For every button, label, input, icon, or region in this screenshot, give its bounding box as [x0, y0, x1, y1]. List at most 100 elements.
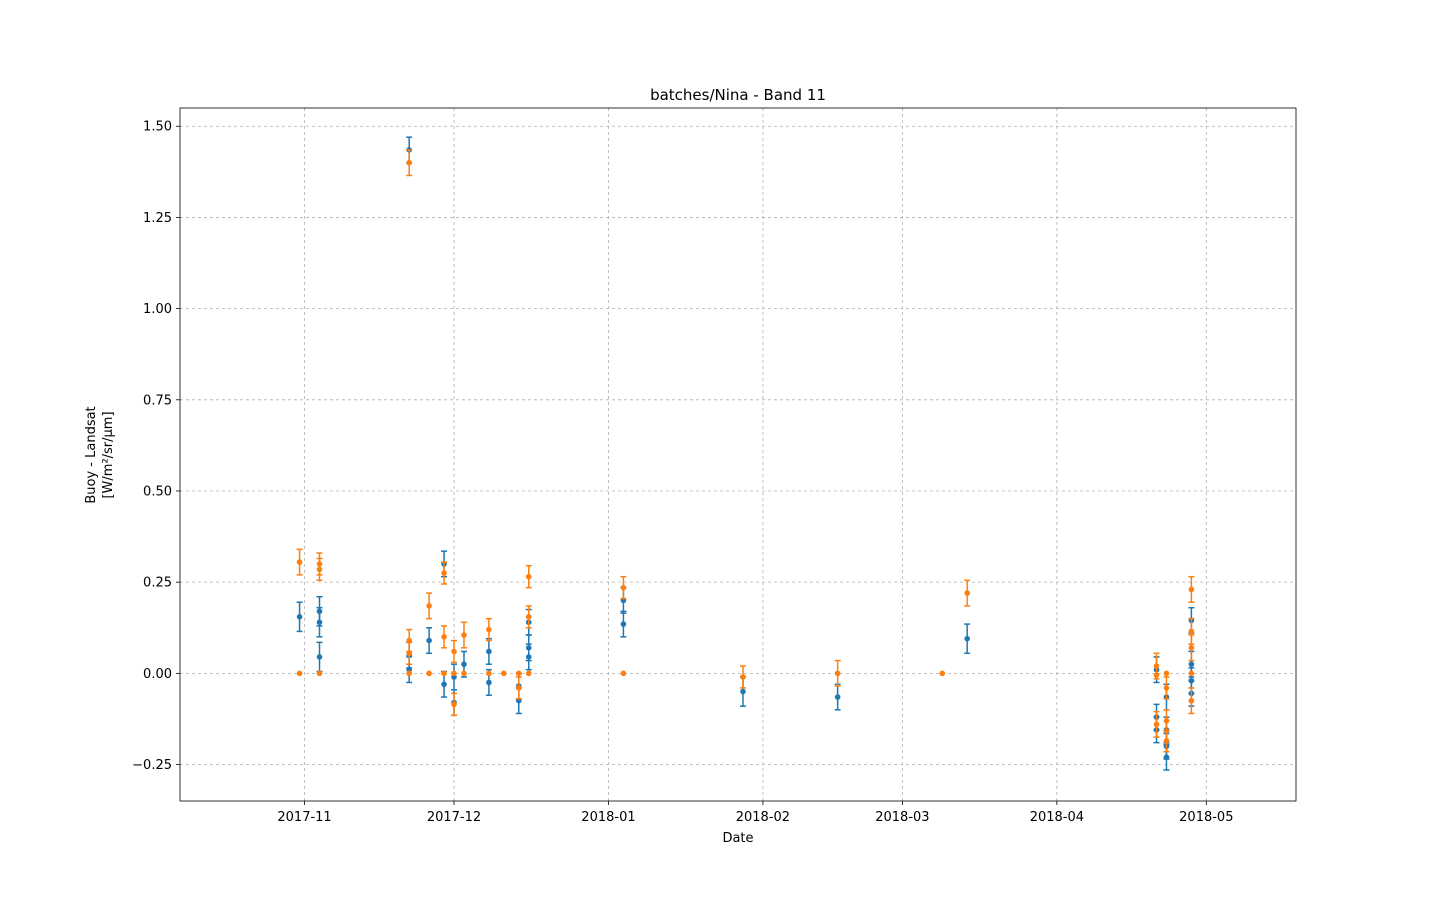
data-marker — [1188, 697, 1195, 704]
data-marker — [525, 614, 532, 620]
x-axis-label: Date — [722, 831, 753, 846]
data-point — [515, 670, 522, 677]
data-point — [461, 670, 467, 677]
y-axis-label: Buoy - Landsat [W/m²/sr/μm] — [84, 406, 116, 503]
data-point — [451, 670, 457, 677]
data-point — [525, 605, 532, 629]
data-marker — [461, 670, 467, 677]
data-marker — [1188, 661, 1195, 668]
data-point — [296, 601, 303, 633]
data-marker — [525, 670, 532, 677]
data-marker — [1153, 672, 1160, 678]
data-point — [296, 548, 303, 576]
x-tick-label: 2018-01 — [581, 810, 635, 825]
y-tick-label: 1.25 — [143, 211, 172, 226]
data-point — [939, 670, 946, 677]
x-tick-label: 2017-11 — [277, 810, 331, 825]
data-marker — [1163, 738, 1170, 744]
data-marker — [316, 566, 323, 573]
data-marker — [620, 621, 627, 627]
data-point — [1163, 676, 1170, 700]
data-series — [296, 136, 1195, 771]
data-point — [525, 670, 532, 677]
data-point — [451, 663, 458, 691]
data-marker — [316, 670, 323, 677]
data-point — [620, 670, 627, 677]
y-tick-label: 1.00 — [143, 302, 172, 317]
data-point — [451, 639, 458, 664]
y-tick-label: 0.00 — [143, 667, 172, 682]
data-marker — [1153, 663, 1160, 669]
data-point — [1163, 670, 1170, 677]
data-marker — [426, 670, 432, 677]
data-point — [1188, 687, 1195, 715]
data-marker — [441, 670, 447, 677]
data-marker — [461, 632, 467, 638]
data-point — [316, 557, 323, 582]
data-marker — [525, 654, 532, 660]
data-point — [1188, 575, 1195, 603]
data-marker — [406, 670, 412, 677]
data-point — [620, 575, 627, 600]
data-point — [515, 676, 522, 700]
data-marker — [740, 688, 746, 695]
data-marker — [964, 635, 970, 642]
x-tick-label: 2018-05 — [1179, 810, 1233, 825]
data-point — [1153, 672, 1160, 678]
data-marker — [296, 559, 303, 565]
x-tick-label: 2018-03 — [875, 810, 929, 825]
data-point — [1188, 670, 1195, 677]
x-tick-label: 2018-04 — [1030, 810, 1084, 825]
data-marker — [441, 681, 447, 688]
data-marker — [441, 570, 447, 576]
data-marker — [1163, 685, 1170, 691]
data-point — [501, 670, 507, 677]
data-marker — [406, 159, 412, 166]
plot-frame — [179, 107, 1297, 802]
data-point — [406, 149, 413, 177]
data-marker — [486, 679, 492, 686]
data-marker — [1153, 721, 1160, 728]
data-marker — [501, 670, 507, 677]
data-marker — [1163, 670, 1170, 677]
data-marker — [1163, 754, 1170, 761]
chart-title: batches/Nina - Band 11 — [650, 86, 826, 104]
data-marker — [316, 619, 323, 626]
y-axis-label-line2: [W/m²/sr/μm] — [101, 411, 116, 498]
series-2 — [296, 149, 1195, 753]
data-point — [441, 561, 448, 585]
data-marker — [406, 650, 412, 657]
data-point — [525, 643, 532, 671]
data-point — [739, 665, 746, 689]
y-tick-label: 0.75 — [143, 393, 172, 408]
x-tick-label: 2018-02 — [736, 810, 790, 825]
axis-ticks: 2017-11 2017-12 2018-01 2018-02 2018-03 2018-… — [132, 120, 1233, 825]
data-point — [441, 625, 448, 649]
data-point — [316, 606, 323, 638]
data-marker — [426, 637, 432, 644]
data-marker — [426, 603, 432, 609]
data-marker — [451, 670, 457, 677]
data-marker — [740, 674, 746, 680]
data-marker — [525, 573, 532, 580]
y-axis-label-line1: Buoy - Landsat — [84, 406, 99, 503]
data-point — [441, 670, 447, 677]
data-point — [316, 670, 323, 677]
data-marker — [486, 648, 492, 655]
data-marker — [296, 670, 303, 677]
data-marker — [441, 634, 447, 640]
data-point — [525, 564, 532, 589]
data-marker — [964, 590, 970, 596]
data-point — [834, 659, 841, 687]
data-marker — [834, 694, 841, 700]
y-tick-label: 0.50 — [143, 484, 172, 499]
data-marker — [1188, 645, 1195, 651]
x-tick-label: 2017-12 — [427, 810, 481, 825]
data-marker — [451, 701, 457, 708]
data-point — [426, 670, 432, 677]
y-tick-label: 0.25 — [143, 576, 172, 591]
data-point — [964, 623, 971, 655]
data-point — [460, 621, 467, 649]
